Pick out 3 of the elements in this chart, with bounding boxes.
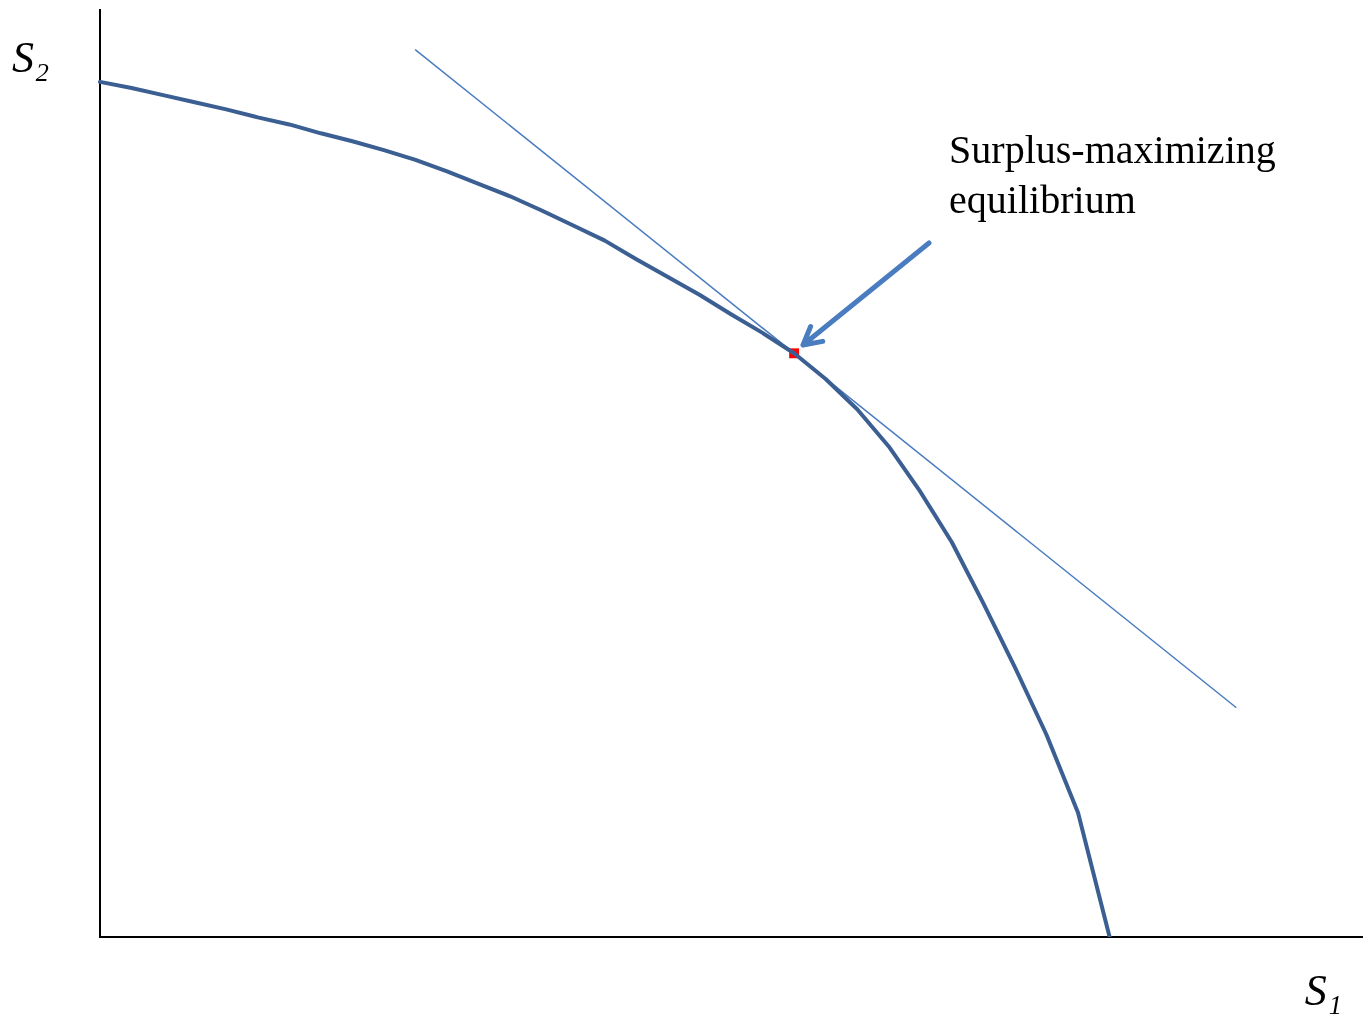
- annotation: Surplus-maximizing equilibrium: [949, 127, 1276, 223]
- x-axis-title: S₁: [1304, 966, 1342, 1015]
- y-axis-title: S₂: [12, 33, 50, 82]
